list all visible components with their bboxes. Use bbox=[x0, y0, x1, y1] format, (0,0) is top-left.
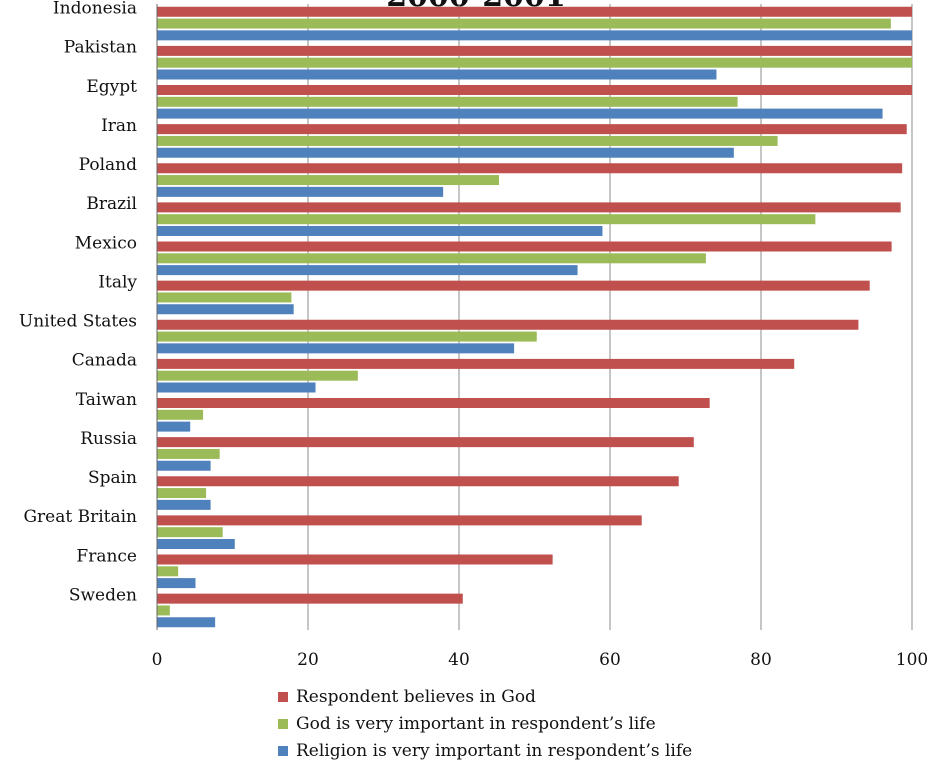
legend-item: God is very important in respondent’s li… bbox=[278, 710, 692, 737]
bar bbox=[157, 241, 892, 252]
legend-item: Respondent believes in God bbox=[278, 683, 692, 710]
bar bbox=[157, 57, 912, 68]
bar bbox=[157, 617, 216, 628]
bar bbox=[157, 186, 444, 197]
bar bbox=[157, 175, 500, 186]
gridlines bbox=[307, 4, 913, 630]
x-tick-label: 100 bbox=[896, 650, 928, 670]
x-tick-label: 60 bbox=[599, 650, 621, 670]
category-label: Great Britain bbox=[23, 507, 137, 527]
bar bbox=[157, 85, 912, 96]
bar bbox=[157, 265, 578, 276]
legend-item: Religion is very important in respondent… bbox=[278, 737, 692, 764]
x-tick-label: 0 bbox=[152, 650, 163, 670]
bar bbox=[157, 292, 292, 303]
bar bbox=[157, 358, 795, 369]
bar bbox=[157, 421, 191, 432]
category-label: Indonesia bbox=[53, 0, 137, 19]
bar bbox=[157, 225, 603, 236]
bar bbox=[157, 409, 204, 420]
bar bbox=[157, 96, 738, 107]
bar bbox=[157, 331, 537, 342]
legend-swatch-believes bbox=[278, 691, 288, 702]
bars bbox=[157, 6, 912, 628]
category-label: Poland bbox=[79, 155, 138, 175]
bar bbox=[157, 343, 515, 354]
category-label: Sweden bbox=[69, 585, 137, 605]
bar bbox=[157, 370, 358, 381]
bar bbox=[157, 253, 706, 264]
bar bbox=[157, 398, 710, 409]
bar bbox=[157, 214, 816, 225]
category-label: Spain bbox=[88, 468, 137, 488]
bar bbox=[157, 527, 223, 538]
bar bbox=[157, 18, 891, 29]
bar bbox=[157, 476, 679, 487]
legend: Respondent believes in God God is very i… bbox=[278, 683, 692, 764]
category-label: Russia bbox=[80, 429, 137, 449]
category-label: Brazil bbox=[86, 194, 137, 214]
bar bbox=[157, 108, 883, 119]
bar bbox=[157, 448, 220, 459]
bar bbox=[157, 566, 179, 577]
bar bbox=[157, 45, 912, 56]
category-label: United States bbox=[19, 312, 137, 332]
bar bbox=[157, 593, 463, 604]
bar bbox=[157, 437, 694, 448]
category-label: Italy bbox=[98, 272, 137, 292]
bar bbox=[157, 147, 734, 158]
bar bbox=[157, 69, 717, 80]
category-labels: Indonesia Pakistan Egypt Iran Poland Brazil Me… bbox=[19, 0, 138, 605]
legend-swatch-religion-important bbox=[278, 745, 288, 756]
bar bbox=[157, 6, 912, 17]
bar bbox=[157, 460, 211, 471]
legend-label: God is very important in respondent’s li… bbox=[296, 713, 656, 734]
bar bbox=[157, 304, 294, 315]
bar bbox=[157, 163, 903, 174]
category-label: Iran bbox=[101, 116, 137, 136]
legend-label: Respondent believes in God bbox=[296, 686, 536, 707]
bar bbox=[157, 319, 859, 330]
bar bbox=[157, 538, 235, 549]
x-tick-label: 20 bbox=[297, 650, 319, 670]
legend-swatch-god-important bbox=[278, 718, 288, 729]
bar bbox=[157, 382, 316, 393]
x-tick-label: 40 bbox=[448, 650, 470, 670]
category-label: Canada bbox=[72, 351, 137, 371]
x-tick-labels: 0 20 40 60 80 100 bbox=[152, 650, 929, 670]
bar bbox=[157, 124, 907, 135]
bar bbox=[157, 554, 553, 565]
category-label: Pakistan bbox=[64, 38, 137, 58]
category-label: France bbox=[76, 546, 137, 566]
category-label: Egypt bbox=[86, 77, 137, 97]
bar bbox=[157, 280, 870, 291]
bar bbox=[157, 30, 912, 41]
bar bbox=[157, 515, 642, 526]
category-label: Taiwan bbox=[76, 390, 137, 410]
category-label: Mexico bbox=[75, 233, 137, 253]
legend-label: Religion is very important in respondent… bbox=[296, 740, 693, 761]
bar bbox=[157, 578, 196, 589]
bar bbox=[157, 605, 170, 616]
bar bbox=[157, 135, 778, 146]
bar bbox=[157, 488, 207, 499]
bar bbox=[157, 499, 211, 510]
x-tick-label: 80 bbox=[750, 650, 772, 670]
bar bbox=[157, 202, 901, 213]
